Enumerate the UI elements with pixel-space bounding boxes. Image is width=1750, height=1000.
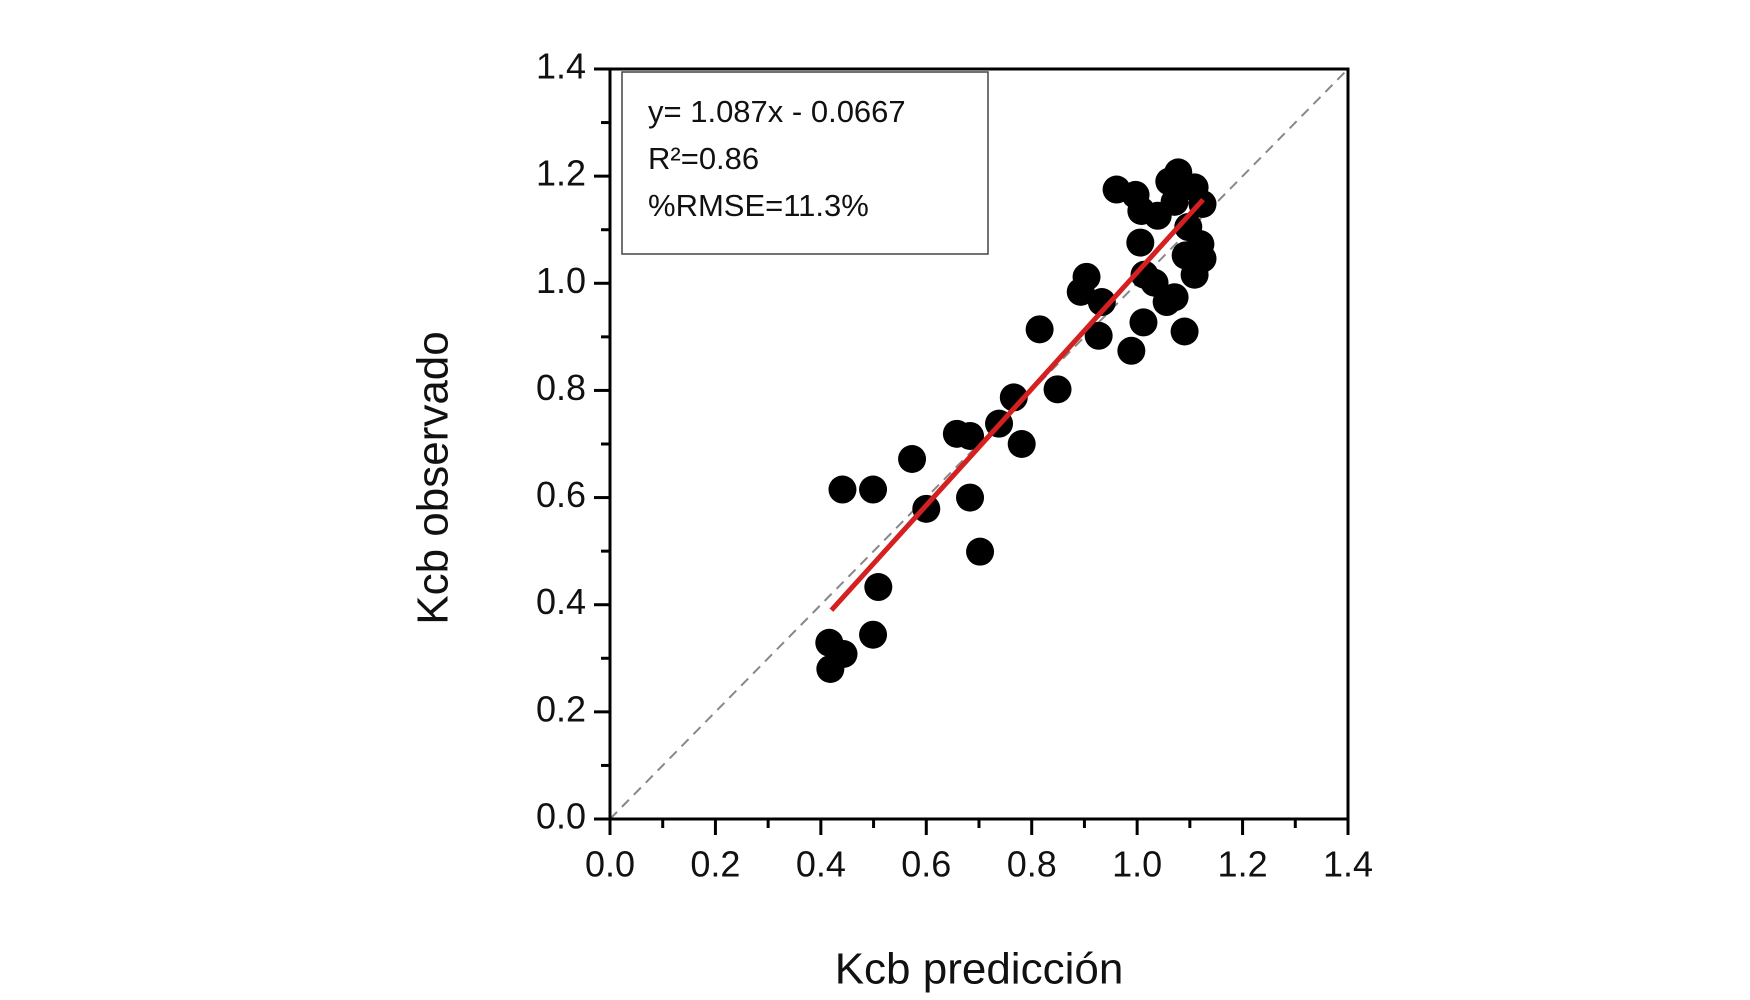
point [956,483,985,512]
annotation-box [621,71,989,255]
point [1160,187,1189,216]
point [859,475,888,504]
point [1084,321,1113,350]
y-tick-label: 1.0 [536,260,586,301]
point [1170,317,1199,346]
point [828,475,857,504]
point [1043,375,1072,404]
point [1072,262,1101,291]
point [1160,283,1189,312]
x-tick-label: 0.6 [901,844,951,885]
fit-line [829,197,1205,612]
y-tick-label: 0.6 [536,474,586,515]
x-tick-label: 1.2 [1218,844,1268,885]
y-tick-label: 0.0 [536,796,586,837]
x-tick-label: 0.8 [1007,844,1057,885]
point [1025,315,1054,344]
x-axis-label: Kcb predicción [835,945,1124,994]
point [1117,336,1146,365]
point [966,537,995,566]
x-tick-label: 0.0 [585,844,635,885]
point [859,620,888,649]
x-tick-label: 1.4 [1323,844,1373,885]
y-tick-label: 1.4 [536,46,586,87]
x-tick-label: 0.2 [690,844,740,885]
annotation: %RMSE=11.3% [648,188,869,223]
identity-line [609,68,1349,820]
point [1171,241,1200,270]
y-tick-label: 0.4 [536,581,586,622]
point [864,573,893,602]
annotation: R²=0.86 [648,141,759,176]
y-tick-label: 1.2 [536,153,586,194]
x-tick-label: 0.4 [796,844,846,885]
annotation: y= 1.087x - 0.0667 [648,94,906,129]
x-tick-label: 1.0 [1112,844,1162,885]
y-tick-label: 0.2 [536,688,586,729]
point [1007,430,1036,458]
point [898,445,927,473]
y-axis-label: Kcb observado [409,331,458,625]
point [816,655,845,683]
point [1126,228,1155,257]
point [956,421,985,450]
point [1129,308,1158,337]
y-tick-label: 0.8 [536,367,586,408]
point [1087,288,1116,317]
